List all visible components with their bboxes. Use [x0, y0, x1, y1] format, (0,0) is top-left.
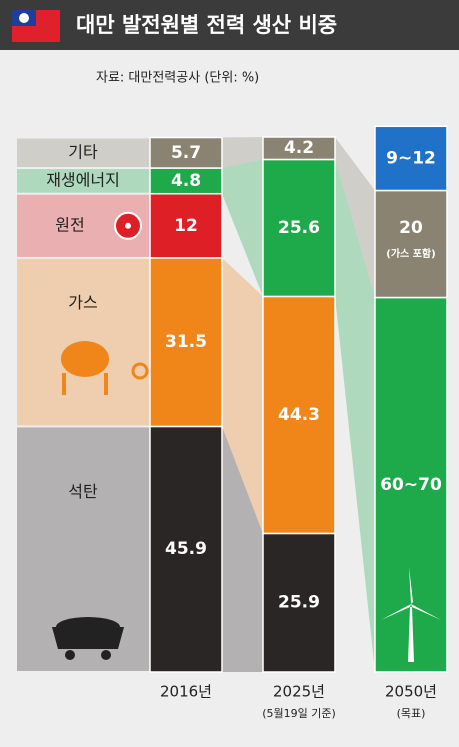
value-label: 4.8 [171, 171, 201, 191]
flow-band [222, 426, 263, 672]
x-tick-label: 2050년 [385, 683, 437, 701]
series-label: 가스 [68, 293, 97, 312]
nuclear-core [125, 222, 131, 229]
gas-tank [61, 341, 109, 378]
series-label: 석탄 [68, 482, 98, 501]
value-label: 31.5 [165, 332, 207, 352]
chart-title: 대만 발전원별 전력 생산 비중 [76, 13, 337, 37]
bar-segment [374, 125, 448, 192]
flow-band [335, 137, 375, 298]
source: 자료: 대만전력공사 (단위: %) [96, 71, 259, 86]
x-tick-note: (5월19일 기준) [262, 706, 336, 720]
value-label: 45.9 [165, 539, 207, 559]
x-tick-note: (목표) [397, 707, 426, 720]
value-label: 9~12 [386, 148, 436, 168]
gas-leg [104, 373, 108, 396]
flow-band [222, 159, 263, 297]
coal-wheel [65, 650, 75, 660]
bar-segment [262, 136, 336, 161]
value-label: 20 [399, 218, 423, 238]
turbine-tower [408, 607, 414, 662]
value-note: (가스 포함) [386, 247, 435, 260]
flow-band [222, 257, 263, 534]
series-label: 재생에너지 [46, 170, 120, 189]
title-bar [0, 0, 459, 50]
value-label: 25.9 [278, 593, 320, 613]
icons [52, 211, 441, 662]
gas-leg [62, 373, 66, 396]
value-label: 60~70 [380, 475, 442, 495]
bar-segment [262, 158, 336, 298]
gas-valve [131, 362, 149, 380]
bar-segment [374, 189, 448, 299]
flag [12, 10, 60, 42]
bar-segment [262, 532, 336, 673]
legend-band [17, 169, 150, 193]
coal-cart [52, 627, 124, 649]
turbine-blades [381, 567, 441, 620]
legend-band [17, 138, 150, 168]
bar-segment [149, 136, 223, 169]
series-label: 원전 [55, 215, 84, 234]
value-label: 12 [174, 216, 198, 236]
x-tick-label: 2025년 [273, 683, 325, 701]
flow-band [335, 159, 375, 673]
flow-band [222, 137, 263, 169]
x-tick-label: 2016년 [160, 683, 212, 701]
coal-wheel [101, 650, 111, 660]
series-label: 기타 [68, 142, 98, 161]
value-label: 44.3 [278, 405, 320, 425]
value-label: 25.6 [278, 218, 320, 238]
value-label: 5.7 [171, 143, 201, 163]
value-label: 4.2 [284, 138, 314, 158]
bar-segment [262, 295, 336, 535]
